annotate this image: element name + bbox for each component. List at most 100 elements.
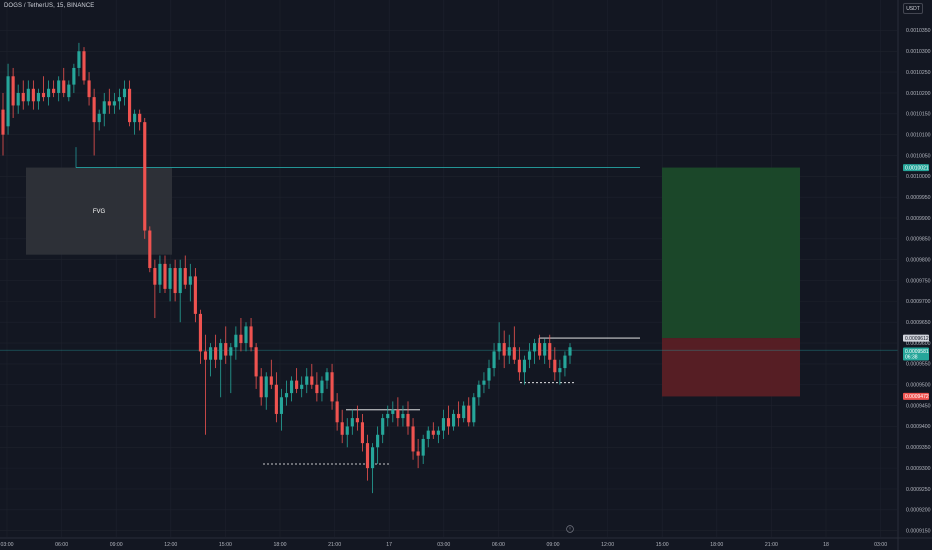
candle[interactable] — [563, 351, 567, 377]
candle[interactable] — [320, 376, 324, 402]
candle[interactable] — [188, 263, 192, 302]
candle[interactable] — [87, 72, 91, 106]
candle[interactable] — [46, 80, 51, 106]
candle[interactable] — [168, 263, 172, 302]
candle[interactable] — [102, 92, 106, 127]
candle[interactable] — [502, 330, 506, 369]
candle[interactable] — [234, 326, 238, 360]
candle[interactable] — [507, 334, 511, 364]
candle[interactable] — [138, 109, 142, 131]
candle[interactable] — [97, 109, 101, 131]
candle[interactable] — [67, 80, 71, 102]
candle[interactable] — [203, 334, 208, 435]
candle[interactable] — [568, 343, 572, 364]
candle[interactable] — [391, 401, 395, 423]
candle[interactable] — [264, 372, 268, 410]
candle[interactable] — [527, 343, 532, 369]
candle[interactable] — [462, 401, 466, 423]
candle[interactable] — [239, 318, 243, 352]
candle[interactable] — [406, 401, 410, 435]
candle[interactable] — [57, 76, 61, 102]
candle[interactable] — [117, 88, 122, 110]
candle[interactable] — [107, 88, 111, 114]
candle[interactable] — [183, 255, 187, 289]
candle[interactable] — [421, 434, 425, 464]
candle[interactable] — [289, 376, 294, 402]
candle[interactable] — [401, 405, 405, 427]
candle[interactable] — [16, 84, 20, 114]
time-axis[interactable]: 03:00 06:00 09:00 12:00 15:00 18:00 21:00 17 03:… — [0, 537, 932, 548]
candle[interactable] — [487, 359, 491, 389]
candle[interactable] — [548, 334, 552, 369]
candle[interactable] — [274, 372, 278, 423]
candle[interactable] — [163, 255, 167, 294]
candle[interactable] — [52, 80, 56, 98]
candle[interactable] — [522, 355, 527, 385]
candle[interactable] — [386, 405, 390, 427]
candle[interactable] — [376, 426, 380, 464]
candle[interactable] — [11, 67, 15, 118]
candle[interactable] — [543, 338, 547, 364]
candle[interactable] — [249, 318, 253, 352]
candle[interactable] — [381, 413, 385, 444]
candle[interactable] — [6, 63, 10, 135]
candle[interactable] — [360, 413, 365, 452]
candle[interactable] — [178, 259, 182, 323]
target-zone[interactable] — [662, 167, 800, 339]
candle[interactable] — [92, 88, 96, 156]
candle[interactable] — [426, 426, 430, 448]
candle[interactable] — [532, 338, 537, 364]
candle[interactable] — [1, 92, 5, 156]
candle[interactable] — [82, 47, 86, 85]
candle[interactable] — [482, 372, 486, 394]
candle[interactable] — [269, 359, 273, 389]
candle[interactable] — [214, 334, 218, 369]
candle[interactable] — [305, 368, 309, 394]
candle[interactable] — [436, 426, 440, 444]
candle[interactable] — [77, 42, 81, 77]
candle[interactable] — [31, 80, 35, 110]
fvg-box[interactable] — [26, 167, 172, 255]
candle[interactable] — [112, 92, 116, 114]
candle[interactable] — [467, 397, 471, 427]
candle[interactable] — [330, 363, 334, 410]
clock-icon[interactable] — [566, 525, 574, 533]
price-axis[interactable]: 0.0010350 0.0010300 0.0010250 0.0010200 0.00… — [897, 0, 931, 550]
candle[interactable] — [446, 405, 451, 435]
candle[interactable] — [244, 322, 248, 352]
candle[interactable] — [193, 268, 197, 323]
candle[interactable] — [122, 80, 127, 106]
candle[interactable] — [416, 438, 420, 469]
candle[interactable] — [133, 109, 137, 135]
candle[interactable] — [259, 368, 263, 406]
candle[interactable] — [457, 401, 461, 427]
candle[interactable] — [477, 380, 481, 406]
candle[interactable] — [208, 343, 213, 377]
candle[interactable] — [254, 343, 258, 389]
candle[interactable] — [553, 347, 557, 381]
candle[interactable] — [472, 393, 476, 427]
candle[interactable] — [229, 343, 233, 394]
candle[interactable] — [345, 418, 349, 448]
candle[interactable] — [411, 418, 415, 460]
candle[interactable] — [153, 259, 157, 319]
stop-zone[interactable] — [662, 338, 800, 397]
candle[interactable] — [365, 434, 370, 481]
currency-badge[interactable]: USDT — [903, 3, 923, 14]
candle[interactable] — [310, 363, 314, 389]
candlestick-series[interactable] — [1, 42, 572, 494]
candle[interactable] — [441, 409, 446, 439]
candle[interactable] — [21, 80, 25, 110]
candle[interactable] — [300, 376, 304, 398]
candle[interactable] — [497, 322, 501, 360]
candle[interactable] — [295, 368, 299, 394]
candle[interactable] — [492, 343, 496, 377]
candle[interactable] — [173, 259, 177, 302]
candle[interactable] — [72, 63, 76, 93]
candle[interactable] — [148, 226, 152, 273]
candle[interactable] — [62, 67, 66, 98]
candle[interactable] — [538, 334, 542, 360]
candle[interactable] — [41, 76, 46, 102]
candle[interactable] — [335, 393, 339, 431]
